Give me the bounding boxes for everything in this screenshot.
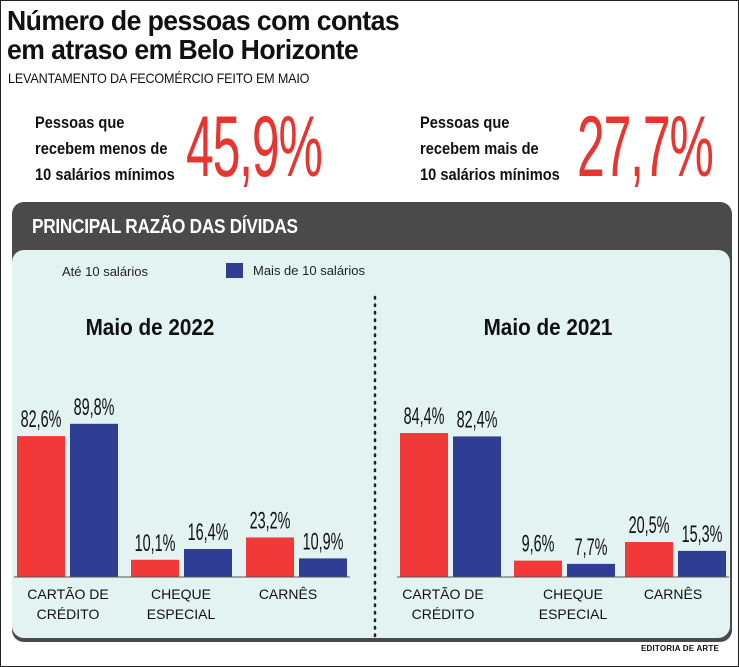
chart-title: Maio de 2021 (484, 314, 613, 340)
bar (678, 550, 726, 577)
stat-value-below-10: 45,9% (186, 99, 323, 195)
category-label: CARNÊS (259, 586, 317, 602)
bar (299, 558, 347, 577)
bar (246, 537, 294, 577)
category-label: CRÉDITO (37, 606, 100, 622)
bar (567, 563, 615, 577)
bar (184, 549, 232, 577)
panel-title: PRINCIPAL RAZÃO DAS DÍVIDAS (32, 216, 298, 238)
legend-label-above-10: Mais de 10 salários (253, 263, 365, 278)
bar (17, 436, 65, 577)
data-label: 9,6% (522, 531, 555, 558)
stat-line: recebem menos de (35, 139, 168, 158)
bar (131, 559, 179, 577)
bar (514, 560, 562, 577)
category-label: CRÉDITO (412, 606, 475, 622)
legend-label-below-10: Até 10 salários (62, 264, 148, 279)
data-label: 84,4% (404, 403, 445, 430)
stat-line: 10 salários mínimos (35, 165, 175, 184)
stat-line: recebem mais de (420, 139, 539, 158)
data-label: 20,5% (629, 512, 670, 539)
bar (453, 436, 501, 577)
data-label: 16,4% (188, 519, 229, 546)
category-label: CHEQUE (151, 586, 211, 602)
category-label: CARTÃO DE (27, 586, 108, 602)
chart-title: Maio de 2022 (86, 314, 215, 340)
stat-line: Pessoas que (420, 113, 510, 132)
data-label: 15,3% (682, 521, 723, 548)
category-label: ESPECIAL (147, 606, 216, 622)
data-label: 7,7% (575, 534, 608, 561)
category-label: CHEQUE (543, 586, 603, 602)
subtitle: LEVANTAMENTO DA FECOMÉRCIO FEITO EM MAIO (8, 70, 310, 86)
legend-swatch-above-10 (226, 263, 243, 278)
infographic-title: Número de pessoas com contas em atraso e… (7, 5, 400, 65)
category-label: CARTÃO DE (402, 586, 483, 602)
stat-line: Pessoas que (35, 113, 125, 132)
bar (400, 433, 448, 577)
stat-value-above-10: 27,7% (577, 99, 714, 195)
data-label: 23,2% (250, 508, 291, 535)
stat-description-below-10: Pessoas que recebem menos de 10 salários… (35, 110, 175, 188)
title-line-2: em atraso em Belo Horizonte (7, 34, 359, 65)
data-label: 82,4% (457, 407, 498, 434)
data-label: 10,1% (135, 530, 176, 557)
data-label: 89,8% (74, 394, 115, 421)
stat-line: 10 salários mínimos (420, 165, 560, 184)
stat-description-above-10: Pessoas que recebem mais de 10 salários … (420, 110, 560, 188)
footer-credit: EDITORIA DE ARTE (641, 644, 720, 653)
data-label: 82,6% (21, 406, 62, 433)
title-line-1: Número de pessoas com contas (7, 5, 400, 36)
bar (70, 423, 118, 577)
data-label: 10,9% (303, 529, 344, 556)
category-label: CARNÊS (644, 586, 702, 602)
bar (625, 542, 673, 577)
category-label: ESPECIAL (539, 606, 608, 622)
